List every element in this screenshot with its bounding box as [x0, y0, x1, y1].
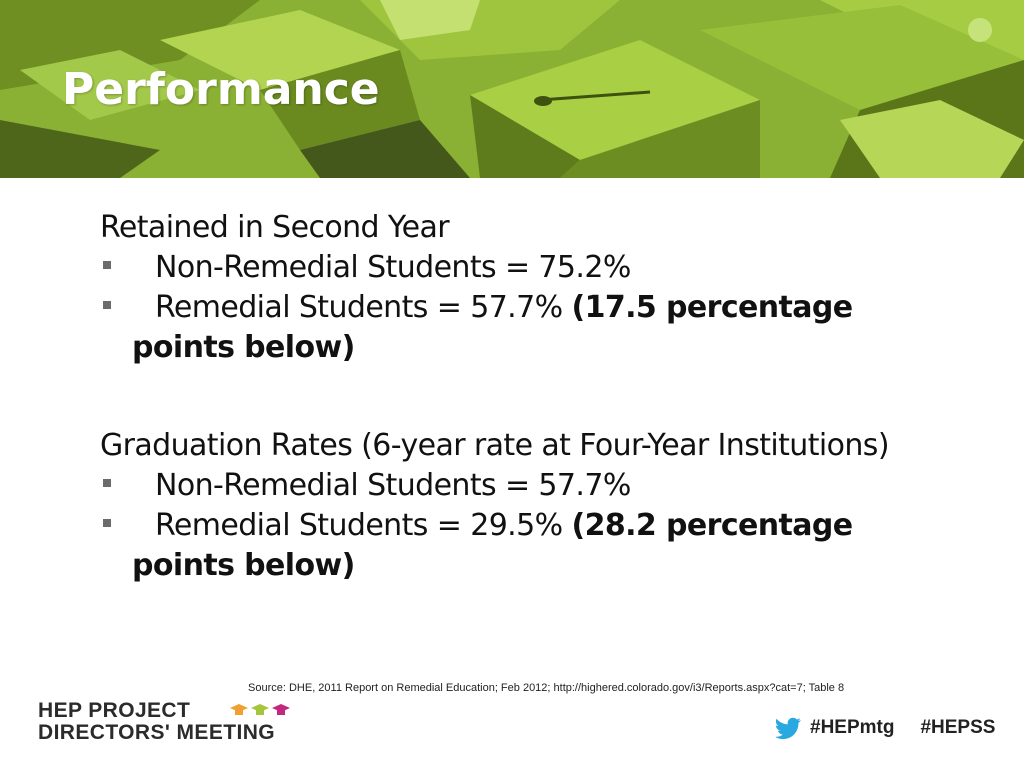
hashtag-hepmtg: #HEPmtg: [810, 717, 895, 738]
twitter-bird-icon: [776, 717, 801, 739]
graduation-cap-icon: [251, 704, 269, 715]
section-heading-graduation: Graduation Rates (6-year rate at Four-Ye…: [100, 428, 890, 463]
bullet-text: Remedial Students = 29.5%: [155, 508, 572, 543]
graduation-cap-icon: [272, 704, 290, 715]
square-bullet-icon: [103, 519, 111, 527]
bullet-text: Remedial Students = 57.7%: [155, 290, 572, 325]
bullet-item: Remedial Students = 57.7% (17.5 percenta…: [100, 288, 960, 368]
bullet-note: (28.2 percentage points below): [132, 508, 853, 583]
bullet-item: Remedial Students = 29.5% (28.2 percenta…: [100, 506, 960, 586]
source-citation: Source: DHE, 2011 Report on Remedial Edu…: [248, 682, 845, 694]
bullet-text: Non-Remedial Students = 57.7%: [155, 468, 631, 503]
hep-logo: HEP PROJECT DIRECTORS' MEETING: [38, 699, 290, 748]
hashtags: #HEPmtg #HEPSS: [776, 717, 995, 739]
header-banner: Performance: [0, 0, 1024, 178]
graduation-cap-icon: [230, 704, 248, 715]
graduation-caps-background: [0, 0, 1024, 178]
bullet-item: Non-Remedial Students = 57.7%: [100, 466, 960, 506]
logo-line-2: DIRECTORS' MEETING: [38, 721, 275, 744]
bullet-text: Non-Remedial Students = 75.2%: [155, 250, 631, 285]
bullet-note: (17.5 percentage points below): [132, 290, 853, 365]
page-title: Performance: [62, 64, 380, 115]
slide-content: Retained in Second Year Non-Remedial Stu…: [100, 208, 960, 586]
bullet-item: Non-Remedial Students = 75.2%: [100, 248, 960, 288]
logo-line-1: HEP PROJECT: [38, 699, 191, 722]
section-heading-retention: Retained in Second Year: [100, 210, 450, 245]
square-bullet-icon: [103, 301, 111, 309]
logo-caps: [230, 704, 290, 716]
square-bullet-icon: [103, 261, 111, 269]
hashtag-hepss: #HEPSS: [920, 717, 996, 738]
square-bullet-icon: [103, 479, 111, 487]
